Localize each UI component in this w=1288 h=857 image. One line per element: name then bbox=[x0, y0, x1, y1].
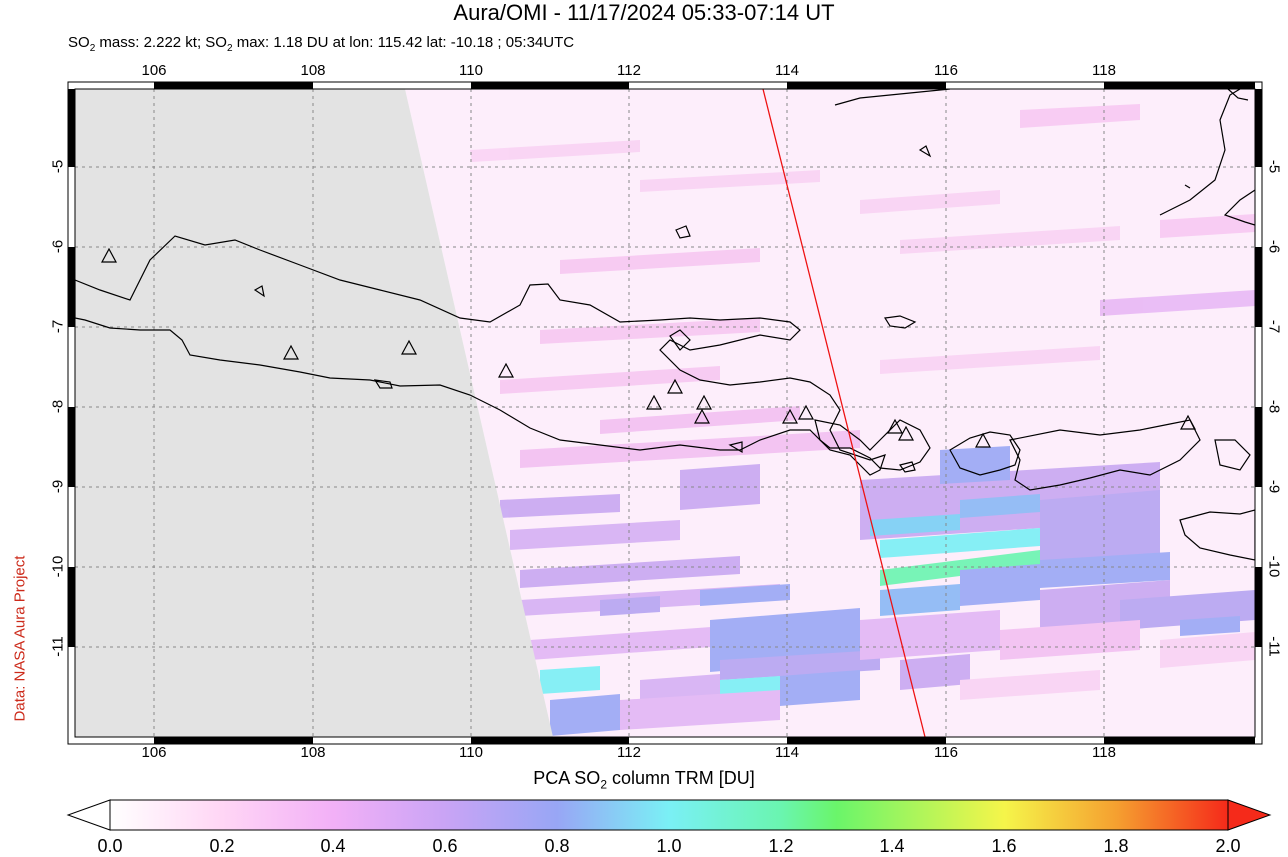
lon-label-top: 112 bbox=[617, 62, 641, 79]
no-data-region bbox=[75, 89, 553, 737]
colorbar-tick: 0.6 bbox=[432, 836, 458, 856]
lat-label-right: -9 bbox=[1265, 479, 1283, 494]
lon-label-top: 110 bbox=[459, 62, 483, 79]
coastlines bbox=[75, 89, 1255, 561]
colorbar-tick: 0.0 bbox=[97, 836, 123, 856]
triangle-icon bbox=[282, 344, 300, 360]
lon-label-top: 106 bbox=[141, 62, 167, 79]
lon-label-bottom: 112 bbox=[617, 744, 641, 761]
triangle-icon bbox=[497, 362, 515, 378]
volcano-markers bbox=[100, 247, 1197, 448]
triangle-icon bbox=[974, 432, 992, 448]
triangle-icon bbox=[400, 339, 418, 355]
lon-label-bottom: 108 bbox=[300, 744, 326, 761]
lon-label-bottom: 114 bbox=[775, 744, 799, 761]
colorbar-tick: 0.4 bbox=[320, 836, 346, 856]
colorbar-tick: 0.2 bbox=[209, 836, 235, 856]
lat-label-right: -5 bbox=[1265, 159, 1283, 174]
colorbar-title-prefix: PCA SO bbox=[533, 768, 601, 788]
subtitle-text2: max: 1.18 DU at lon: 115.42 lat: -10.18 … bbox=[232, 34, 575, 51]
lon-label-bottom: 106 bbox=[141, 744, 167, 761]
lat-label-right: -11 bbox=[1265, 636, 1283, 657]
lat-label-right: -6 bbox=[1265, 239, 1283, 254]
page-title: Aura/OMI - 11/17/2024 05:33-07:14 UT bbox=[453, 0, 835, 25]
lon-label-bottom: 116 bbox=[934, 744, 958, 761]
lat-label-left: -10 bbox=[49, 555, 67, 578]
lat-label-left: -9 bbox=[49, 479, 67, 494]
lat-label-left: -8 bbox=[49, 399, 67, 414]
lat-label-left: -6 bbox=[49, 239, 67, 254]
lon-label-bottom: 118 bbox=[1092, 744, 1116, 761]
lat-label-right: -7 bbox=[1265, 319, 1283, 334]
colorbar-tick: 1.0 bbox=[656, 836, 682, 856]
colorbar bbox=[66, 799, 1272, 831]
so2-stripes bbox=[470, 104, 1255, 736]
orbit-track bbox=[762, 89, 926, 737]
subtitle-prefix: SO bbox=[68, 34, 90, 51]
lat-label-left: -7 bbox=[49, 319, 67, 334]
lon-label-top: 116 bbox=[934, 62, 958, 79]
subtitle-sub: 2 bbox=[89, 43, 96, 54]
triangle-icon bbox=[886, 418, 904, 434]
colorbar-tick: 1.6 bbox=[991, 836, 1017, 856]
triangle-icon bbox=[695, 394, 713, 410]
lat-label-right: -8 bbox=[1265, 399, 1283, 414]
triangle-icon bbox=[781, 408, 799, 424]
subtitle-text: mass: 2.222 kt; SO bbox=[95, 34, 227, 51]
triangle-icon bbox=[797, 404, 815, 420]
colorbar-tick: 1.2 bbox=[768, 836, 794, 856]
lat-label-left: -5 bbox=[49, 159, 67, 174]
subtitle-sub2: 2 bbox=[226, 43, 233, 54]
map-frame bbox=[67, 81, 1263, 745]
colorbar-tick: 2.0 bbox=[1215, 836, 1241, 856]
lat-label-left: -11 bbox=[49, 636, 67, 657]
colorbar-tick: 1.4 bbox=[879, 836, 905, 856]
subtitle: SO2 mass: 2.222 kt; SO2 max: 1.18 DU at … bbox=[68, 34, 574, 54]
lon-label-top: 108 bbox=[300, 62, 326, 79]
lon-label-bottom: 110 bbox=[459, 744, 483, 761]
triangle-icon bbox=[100, 247, 118, 263]
triangle-icon bbox=[897, 425, 915, 441]
colorbar-title-sub: 2 bbox=[600, 777, 607, 792]
lon-label-top: 114 bbox=[775, 62, 799, 79]
triangle-icon bbox=[645, 394, 663, 410]
graticule bbox=[75, 89, 1255, 737]
colorbar-tick: 0.8 bbox=[544, 836, 570, 856]
colorbar-tick: 1.8 bbox=[1103, 836, 1129, 856]
colorbar-title-suffix: column TRM [DU] bbox=[607, 768, 755, 788]
lon-label-top: 118 bbox=[1092, 62, 1116, 79]
triangle-icon bbox=[693, 408, 711, 424]
lat-label-right: -10 bbox=[1265, 555, 1283, 578]
triangle-icon bbox=[1179, 414, 1197, 430]
colorbar-title: PCA SO2 column TRM [DU] bbox=[0, 768, 1288, 792]
triangle-icon bbox=[666, 378, 684, 394]
